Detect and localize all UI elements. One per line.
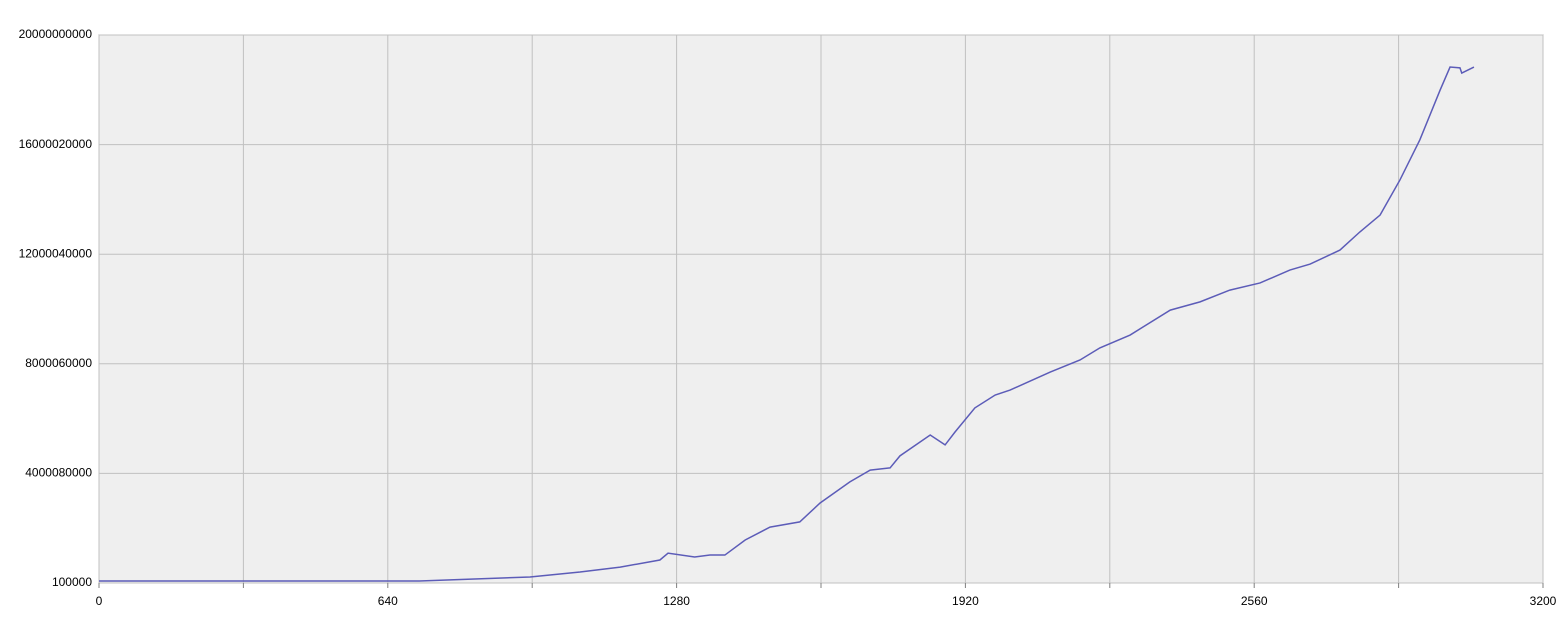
y-tick-label: 4000080000 [25,466,92,480]
x-tick-label: 0 [96,594,103,608]
x-tick-label: 3200 [1530,594,1557,608]
y-tick-label: 12000040000 [19,246,93,260]
y-tick-label: 16000020000 [19,137,93,151]
y-tick-label: 20000000000 [19,27,93,41]
data-line [99,66,1475,582]
x-tick-label: 1920 [952,594,979,608]
x-tick-label: 640 [378,594,398,608]
x-tick-label: 1280 [663,594,690,608]
y-tick-label: 100000 [52,575,92,589]
y-tick-label: 8000060000 [25,356,92,370]
x-tick-label: 2560 [1241,594,1268,608]
